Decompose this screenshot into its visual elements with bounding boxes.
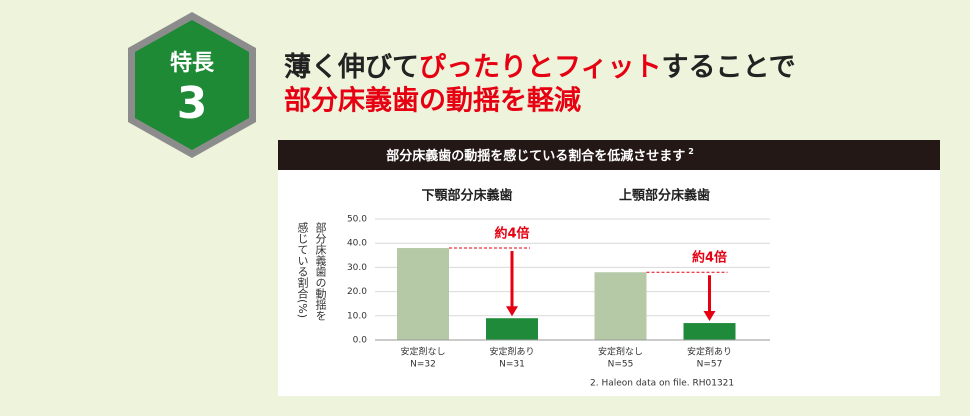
panel-title: 部分床義歯の動揺を感じている割合を低減させます 2 [386,147,694,164]
x-tick-label: 安定剤なし [598,346,643,358]
y-tick-label: 30.0 [347,263,367,273]
bar [594,272,647,340]
footnote: 2. Haleon data on file. RH01321 [590,379,734,389]
bar [683,323,736,340]
sample-size: N=32 [410,360,436,370]
arrow-head [703,311,716,322]
chart-title: 下顎部分床義歯 [421,188,512,204]
headline-highlight: 部分床義歯の動揺を軽減 [284,85,581,117]
sample-size: N=55 [608,360,634,370]
arrow-head [506,306,518,317]
sample-size: N=31 [499,360,525,370]
footnote-ref: 2 [688,147,694,156]
panel-title-text: 部分床義歯の動揺を感じている割合を低減させます [386,148,685,164]
y-axis-label: 部分床義歯の動揺を [314,221,327,321]
headline-text: 薄く伸びて [284,52,419,83]
y-tick-label: 20.0 [347,287,367,297]
x-tick-label: 安定剤あり [687,346,732,358]
badge-number: 3 [177,78,208,129]
annotation: 約4倍 [692,250,727,266]
headline-text: することで [661,52,795,83]
x-tick-label: 安定剤なし [400,346,445,358]
sample-size: N=57 [697,360,723,370]
y-tick-label: 10.0 [347,311,367,321]
panel-header [278,140,940,170]
y-tick-label: 40.0 [347,239,367,249]
annotation: 約4倍 [494,226,529,242]
bar [486,318,538,340]
headline-highlight: ぴったりとフィット [419,52,661,83]
badge [135,20,249,150]
bar [397,248,449,340]
y-tick-label: 0.0 [353,336,368,346]
chart-title: 上顎部分床義歯 [619,188,710,204]
chart-panel [278,140,940,396]
headline: 薄く伸びてぴったりとフィットすることで [284,52,796,83]
x-tick-label: 安定剤あり [489,346,534,358]
badge-label: 特長 [170,50,215,76]
y-axis-label: 感じている割合(%) [296,222,309,318]
y-tick-label: 50.0 [347,215,367,225]
